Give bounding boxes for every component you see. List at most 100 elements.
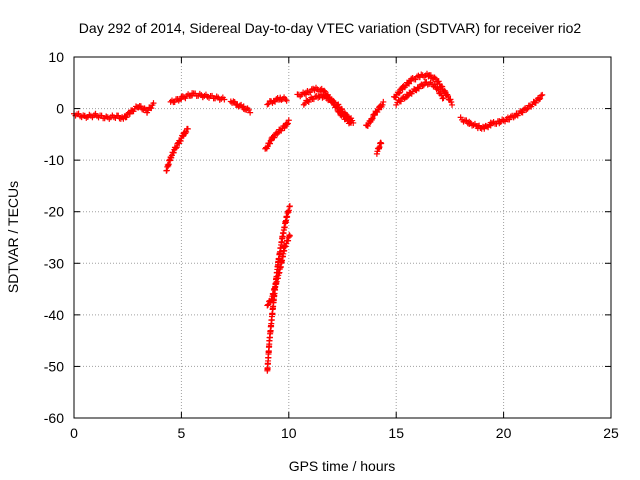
y-tick-label: 10 — [48, 49, 64, 65]
data-point — [335, 101, 342, 108]
y-tick-label: -20 — [44, 204, 64, 220]
y-tick-label: -40 — [44, 307, 64, 323]
data-point — [272, 98, 279, 105]
data-segment — [300, 91, 357, 126]
data-point — [403, 93, 410, 100]
data-point — [148, 105, 155, 112]
data-point — [523, 106, 530, 113]
data-point — [445, 93, 452, 100]
data-point — [369, 115, 376, 122]
data-point — [247, 109, 254, 116]
data-point — [264, 302, 271, 309]
data-point — [123, 114, 130, 121]
data-point — [397, 98, 404, 105]
data-point — [137, 103, 144, 110]
data-point — [326, 95, 333, 102]
data-point — [415, 85, 422, 92]
x-tick-label: 0 — [70, 425, 78, 441]
data-point — [181, 94, 188, 101]
data-segment — [457, 114, 494, 132]
data-point — [271, 134, 278, 141]
data-point — [284, 120, 291, 127]
y-axis-label: SDTVAR / TECUs — [5, 181, 21, 293]
data-point — [380, 98, 387, 105]
data-point — [150, 100, 157, 107]
data-point — [448, 98, 455, 105]
data-point — [183, 128, 190, 135]
data-point — [392, 94, 399, 101]
x-tick-label: 25 — [603, 425, 619, 441]
data-point — [245, 106, 252, 113]
data-point — [435, 78, 442, 85]
data-point — [343, 112, 350, 119]
data-point — [170, 149, 177, 156]
data-segment — [262, 117, 292, 152]
data-segment — [487, 91, 546, 129]
data-point — [440, 95, 447, 102]
data-point — [264, 101, 271, 108]
data-point — [524, 105, 531, 112]
data-segment — [71, 110, 127, 122]
data-point — [171, 98, 178, 105]
data-point — [115, 112, 122, 119]
data-point — [395, 90, 402, 97]
x-axis-label: GPS time / hours — [289, 458, 396, 474]
data-point — [184, 125, 191, 132]
x-tick-label: 15 — [388, 425, 404, 441]
data-point — [141, 105, 148, 112]
data-segment — [264, 232, 293, 309]
data-point — [431, 81, 438, 88]
data-point — [321, 87, 328, 94]
y-tick-label: -10 — [44, 152, 64, 168]
data-point — [283, 97, 290, 104]
x-tick-label: 5 — [178, 425, 186, 441]
x-tick-label: 20 — [496, 425, 512, 441]
data-point — [267, 137, 274, 144]
grid — [74, 57, 611, 418]
data-point — [537, 95, 544, 102]
data-point — [284, 121, 291, 128]
y-tick-label: 0 — [56, 101, 64, 117]
data-point — [281, 125, 288, 132]
data-segment — [120, 100, 157, 122]
data-point — [286, 203, 293, 210]
data-point — [240, 103, 247, 110]
data-segment — [163, 125, 191, 174]
data-point — [427, 72, 434, 79]
data-point — [435, 86, 442, 93]
data-point — [286, 232, 293, 239]
data-point — [230, 98, 237, 105]
data-point — [532, 99, 539, 106]
y-tick-label: -30 — [44, 255, 64, 271]
data-segment — [264, 94, 290, 108]
x-tick-label: 10 — [281, 425, 297, 441]
data-point — [285, 117, 292, 124]
y-axis: 10 0 -10 -20 -30 -40 -50 -60 — [44, 49, 611, 426]
x-axis: 0 5 10 15 20 25 — [70, 57, 619, 441]
data-point — [172, 145, 179, 152]
data-point — [267, 140, 274, 147]
data-point — [177, 138, 184, 145]
data-point — [339, 106, 346, 113]
data-point — [405, 92, 412, 99]
data-point — [439, 83, 446, 90]
data-point — [519, 109, 526, 116]
data-point — [378, 140, 385, 147]
data-point — [396, 89, 403, 96]
y-tick-label: -60 — [44, 410, 64, 426]
data-point — [420, 82, 427, 89]
data-segment — [373, 139, 385, 157]
data-points — [71, 70, 546, 374]
plot-frame — [73, 56, 612, 419]
data-point — [126, 110, 133, 117]
data-point — [539, 91, 546, 98]
y-tick-label: -50 — [44, 358, 64, 374]
data-point — [431, 74, 438, 81]
data-point — [221, 96, 228, 103]
data-segment — [167, 90, 228, 106]
data-point — [350, 119, 357, 126]
data-segment — [391, 70, 456, 108]
data-point — [536, 96, 543, 103]
data-point — [173, 144, 180, 151]
